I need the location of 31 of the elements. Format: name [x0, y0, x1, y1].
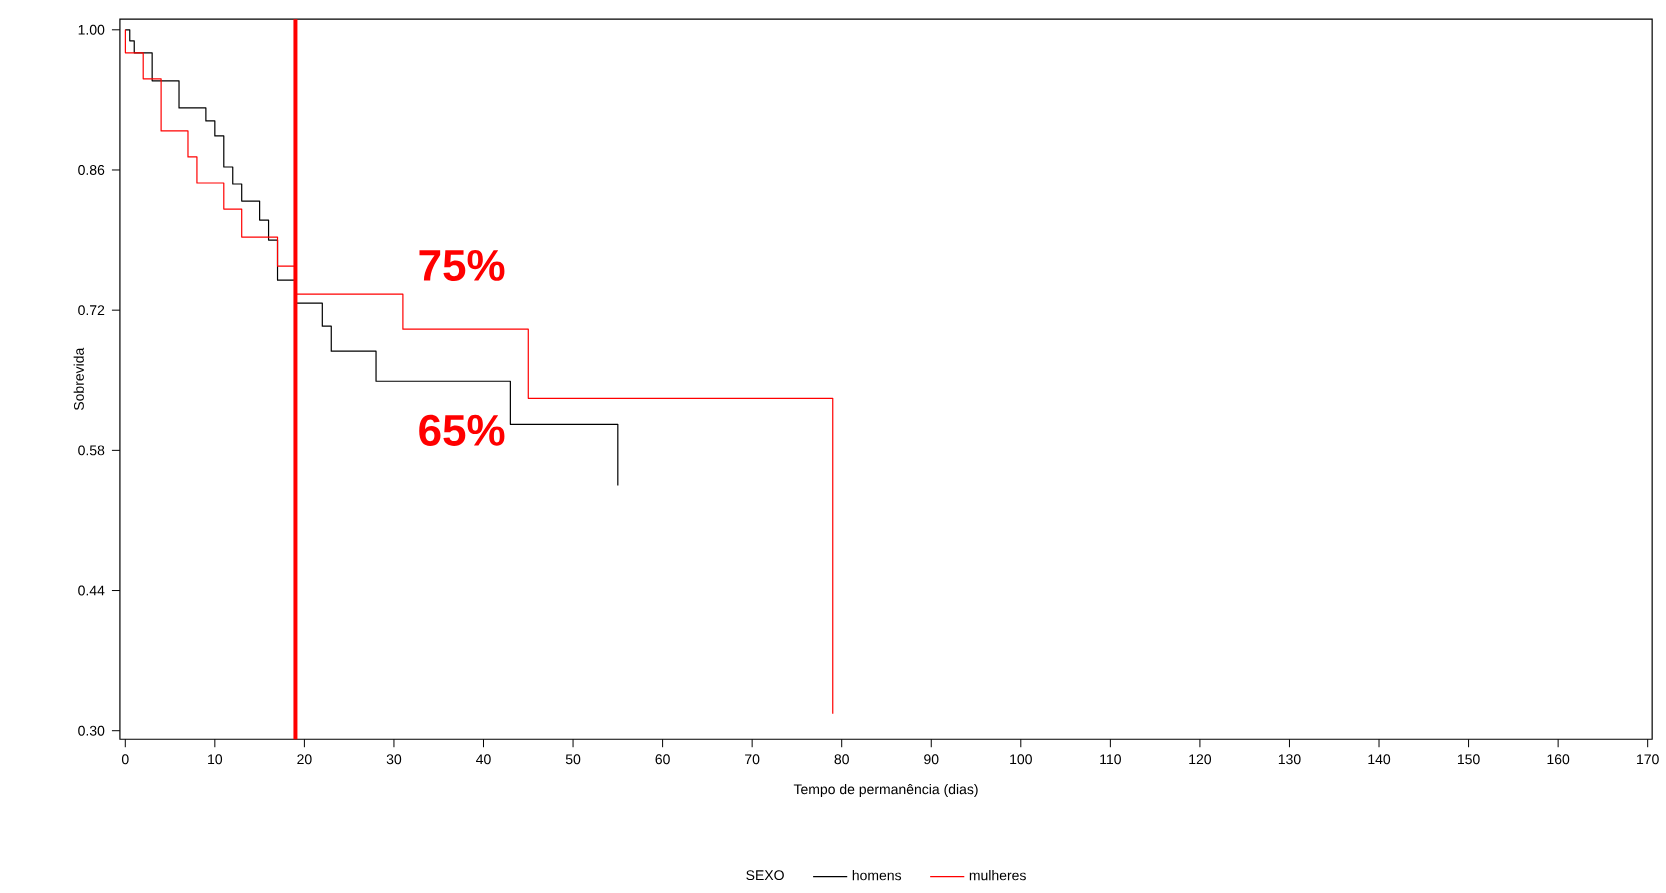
y-tick-label: 0.44 [78, 585, 105, 596]
x-tick-label: 150 [1457, 754, 1480, 765]
y-tick-label: 0.30 [78, 725, 105, 736]
y-tick-label: 0.58 [78, 445, 105, 456]
y-tick-label: 0.86 [78, 164, 105, 175]
x-tick-label: 30 [386, 754, 402, 765]
annotation: 75% [419, 249, 505, 281]
legend-label: homens [852, 869, 902, 881]
x-tick-label: 10 [208, 754, 223, 765]
x-tick-label: 140 [1368, 754, 1391, 765]
x-tick-label: 110 [1100, 754, 1121, 765]
x-tick-label: 0 [121, 754, 129, 765]
annotation: 65% [419, 414, 505, 446]
x-tick-label: 70 [745, 754, 760, 765]
x-tick-label: 120 [1189, 754, 1212, 765]
y-tick-label: 1.00 [78, 24, 105, 35]
x-tick-label: 40 [476, 754, 491, 765]
x-tick-label: 20 [297, 754, 312, 765]
x-tick-label: 60 [655, 754, 670, 765]
x-tick-label: 160 [1547, 754, 1570, 765]
x-axis-title: Tempo de permanência (dias) [793, 783, 978, 797]
x-tick-label: 90 [924, 754, 939, 765]
x-tick-label: 170 [1637, 754, 1659, 765]
legend-title: SEXO [746, 870, 784, 880]
x-tick-label: 130 [1278, 754, 1301, 765]
legend-label: mulheres [969, 869, 1026, 881]
x-tick-label: 50 [565, 754, 581, 765]
x-tick-label: 100 [1010, 754, 1032, 765]
x-tick-label: 80 [834, 754, 849, 765]
y-tick-label: 0.72 [78, 305, 105, 315]
y-axis-title: Sobrevida [73, 347, 84, 410]
